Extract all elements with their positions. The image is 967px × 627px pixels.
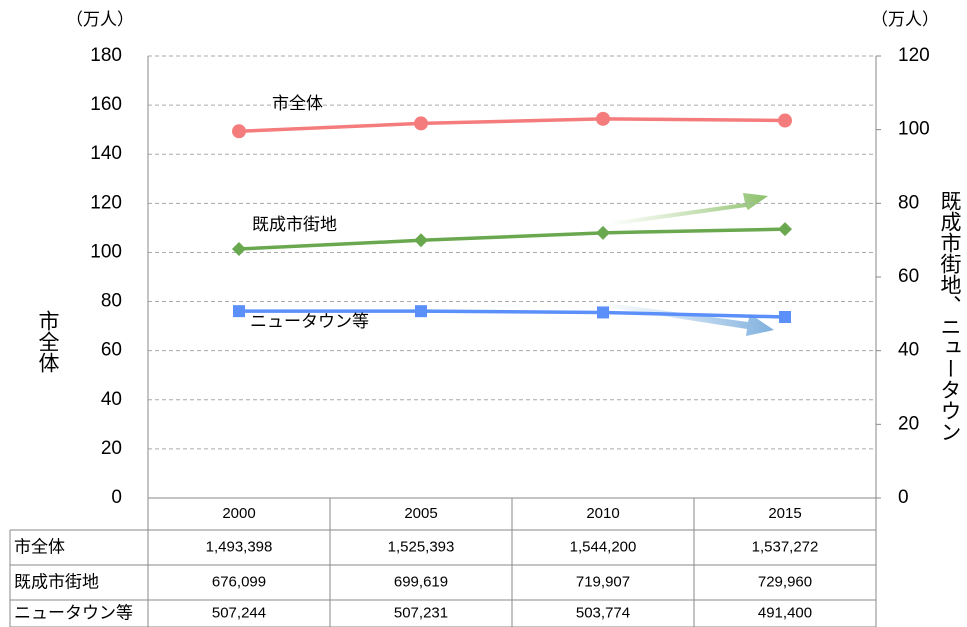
- x-tick-label: 2010: [586, 505, 619, 522]
- y-tick-label: 80: [101, 291, 122, 312]
- y2-title: 既成市街地、ニュータウン: [938, 190, 962, 442]
- table-cell: 503,774: [576, 604, 630, 621]
- x-tick-label: 2015: [768, 505, 801, 522]
- trend-arrow: [608, 193, 768, 226]
- marker: [597, 306, 609, 319]
- table-cell: 1,544,200: [570, 538, 637, 555]
- trend-arrow: [598, 302, 774, 336]
- y2-tick-label: 120: [898, 45, 930, 66]
- y2-tick-label: 60: [898, 266, 919, 287]
- table-row-header: ニュータウン等: [14, 604, 133, 624]
- y-tick-label: 140: [90, 143, 122, 164]
- series-line: [238, 309, 786, 319]
- marker: [232, 124, 246, 139]
- y-tick-label: 40: [101, 389, 122, 410]
- y-tick-label: 120: [90, 192, 122, 213]
- marker: [233, 305, 245, 318]
- x-tick-label: 2005: [404, 505, 437, 522]
- series-label: 市全体: [272, 94, 323, 114]
- table-cell: 1,493,398: [206, 538, 273, 555]
- x-tick-label: 2000: [222, 505, 255, 522]
- table-cell: 729,960: [758, 573, 812, 590]
- table-cell: 507,244: [212, 604, 266, 621]
- marker: [414, 233, 428, 248]
- table-row-header: 市全体: [14, 538, 65, 558]
- series-line: [238, 117, 786, 134]
- series-label: ニュータウン等: [250, 312, 369, 332]
- y2-tick-label: 80: [898, 192, 919, 213]
- table-cell: 699,619: [394, 573, 448, 590]
- y-tick-label: 0: [111, 487, 122, 508]
- y-tick-label: 20: [101, 438, 122, 459]
- table-cell: 719,907: [576, 573, 630, 590]
- marker: [779, 311, 791, 324]
- table-cell: 1,537,272: [752, 538, 819, 555]
- y-tick-label: 180: [90, 45, 122, 66]
- y2-unit: （万人）: [871, 10, 939, 30]
- y-tick-label: 60: [101, 340, 122, 361]
- table-cell: 491,400: [758, 604, 812, 621]
- marker: [778, 113, 792, 128]
- series-line: [238, 227, 786, 251]
- table-cell: 507,231: [394, 604, 448, 621]
- y2-tick-label: 0: [898, 487, 909, 508]
- marker: [596, 111, 610, 126]
- marker: [232, 241, 246, 256]
- marker: [596, 225, 610, 240]
- y-tick-label: 160: [90, 94, 122, 115]
- table-cell: 1,525,393: [388, 538, 455, 555]
- y2-tick-label: 20: [898, 413, 919, 434]
- y-unit: （万人）: [66, 10, 134, 30]
- y2-tick-label: 40: [898, 340, 919, 361]
- marker: [778, 222, 792, 237]
- marker: [415, 305, 427, 318]
- y-tick-label: 100: [90, 241, 122, 262]
- table-cell: 676,099: [212, 573, 266, 590]
- table-row-header: 既成市街地: [14, 573, 99, 593]
- series-label: 既成市街地: [252, 215, 337, 235]
- marker: [414, 116, 428, 131]
- y-title: 市全体: [36, 310, 60, 373]
- y2-tick-label: 100: [898, 119, 930, 140]
